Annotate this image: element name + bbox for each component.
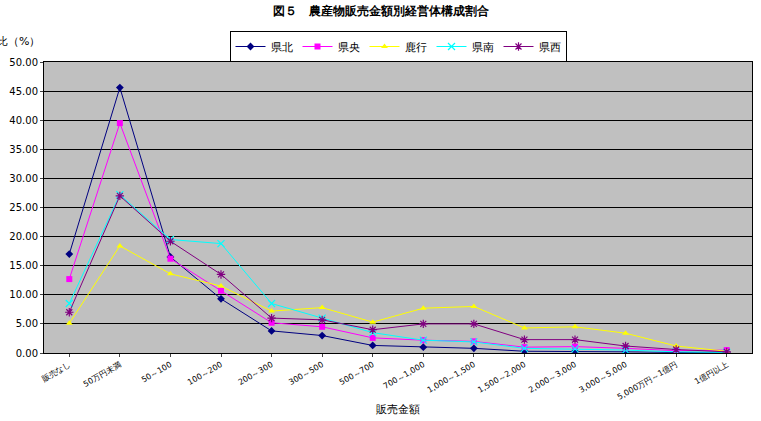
svg-text:構成比（%）: 構成比（%） (0, 35, 40, 48)
svg-text:県南: 県南 (472, 41, 494, 54)
svg-text:5.00: 5.00 (16, 318, 38, 329)
svg-text:1,000～1,500: 1,000～1,500 (426, 360, 477, 395)
svg-text:県西: 県西 (539, 41, 561, 54)
svg-text:35.00: 35.00 (9, 144, 38, 155)
svg-text:5,000万円～1億円: 5,000万円～1億円 (616, 360, 679, 402)
svg-text:45.00: 45.00 (9, 86, 38, 97)
svg-text:20.00: 20.00 (9, 231, 38, 242)
svg-text:1,500～2,000: 1,500～2,000 (476, 360, 527, 395)
svg-text:50～100: 50～100 (140, 360, 173, 385)
svg-text:25.00: 25.00 (9, 202, 38, 213)
svg-text:50万円未満: 50万円未満 (82, 360, 123, 389)
svg-text:50.00: 50.00 (9, 57, 38, 68)
svg-text:販売金額: 販売金額 (376, 403, 420, 416)
svg-text:販売なし: 販売なし (40, 360, 72, 384)
svg-text:100～200: 100～200 (186, 360, 224, 387)
svg-text:700～1,000: 700～1,000 (382, 360, 426, 391)
svg-text:300～500: 300～500 (287, 360, 325, 387)
svg-text:2,000～3,000: 2,000～3,000 (527, 360, 578, 395)
svg-text:3,000～5,000: 3,000～5,000 (577, 360, 628, 395)
svg-text:500～700: 500～700 (338, 360, 376, 387)
svg-text:県北: 県北 (271, 41, 293, 54)
svg-text:200～300: 200～300 (237, 360, 275, 387)
svg-text:15.00: 15.00 (9, 260, 38, 271)
svg-text:鹿行: 鹿行 (405, 41, 427, 54)
svg-text:10.00: 10.00 (9, 289, 38, 300)
svg-text:0.00: 0.00 (16, 348, 38, 359)
svg-text:県央: 県央 (338, 41, 360, 54)
svg-text:1億円以上: 1億円以上 (693, 360, 730, 386)
svg-text:40.00: 40.00 (9, 115, 38, 126)
svg-text:30.00: 30.00 (9, 173, 38, 184)
svg-text:図５ 農産物販売金額別経営体構成割合: 図５ 農産物販売金額別経営体構成割合 (273, 4, 490, 18)
